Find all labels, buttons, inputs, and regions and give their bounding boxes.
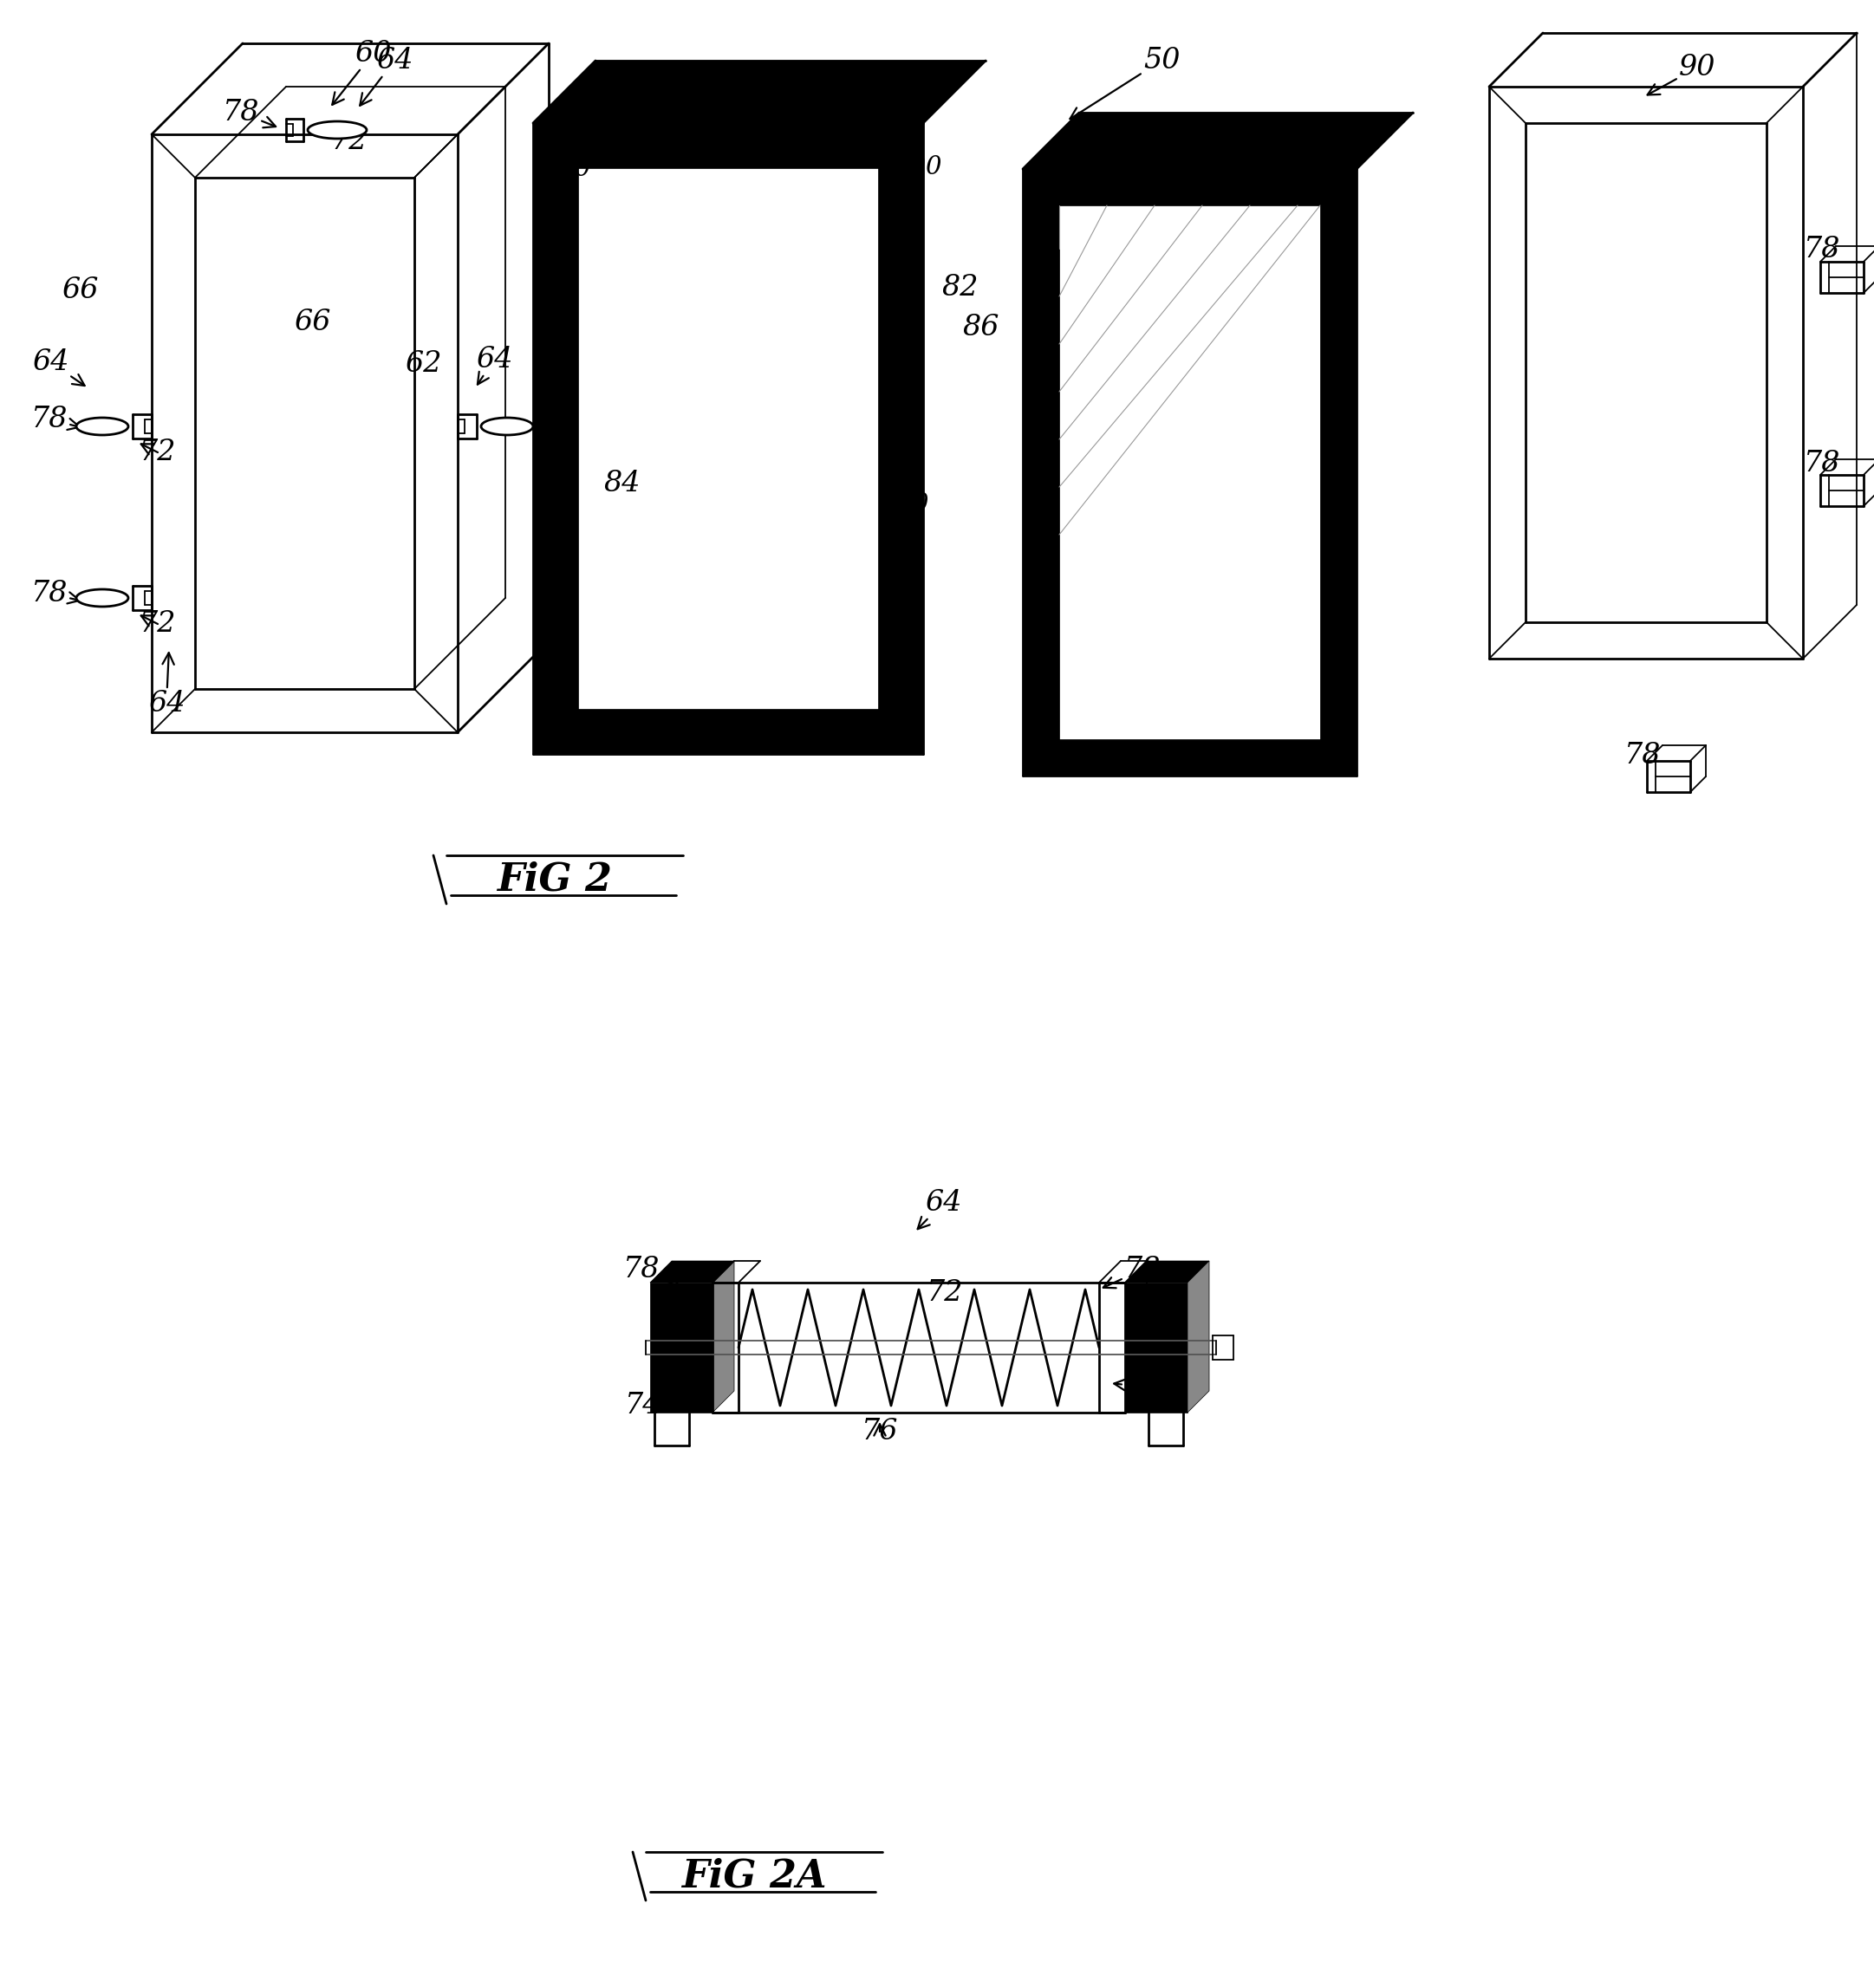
Text: 76: 76 xyxy=(862,1417,898,1445)
Text: 60: 60 xyxy=(332,40,392,105)
Text: 78: 78 xyxy=(1104,1256,1160,1288)
Text: 72: 72 xyxy=(139,439,176,467)
Text: 64: 64 xyxy=(148,652,186,718)
Text: 72: 72 xyxy=(332,127,367,155)
Text: 78: 78 xyxy=(1625,742,1660,769)
Text: 78: 78 xyxy=(32,406,81,433)
Text: 50: 50 xyxy=(1070,48,1181,119)
Text: 74: 74 xyxy=(624,1392,671,1419)
Polygon shape xyxy=(1124,1282,1188,1413)
Text: 82: 82 xyxy=(693,730,731,757)
Ellipse shape xyxy=(77,588,127,606)
Text: 66: 66 xyxy=(294,308,330,336)
Text: 72: 72 xyxy=(139,610,176,638)
Text: 74: 74 xyxy=(1113,1372,1160,1400)
Text: 66: 66 xyxy=(62,276,97,304)
Polygon shape xyxy=(650,1282,712,1413)
Ellipse shape xyxy=(307,121,367,139)
Text: 78: 78 xyxy=(223,99,275,127)
Text: 78: 78 xyxy=(1803,449,1840,477)
Text: 78: 78 xyxy=(622,1256,680,1288)
Text: 86: 86 xyxy=(963,314,999,342)
Polygon shape xyxy=(650,1260,735,1282)
Text: 78: 78 xyxy=(32,580,79,608)
Text: 100: 100 xyxy=(894,155,943,179)
Text: 62: 62 xyxy=(405,350,442,378)
Text: 90: 90 xyxy=(1647,54,1715,95)
Text: 72: 72 xyxy=(926,1278,963,1306)
Text: 100: 100 xyxy=(883,493,930,517)
Text: 70: 70 xyxy=(750,72,815,123)
Text: 82: 82 xyxy=(943,274,978,302)
Polygon shape xyxy=(532,710,924,753)
Ellipse shape xyxy=(77,417,127,435)
Polygon shape xyxy=(1023,113,1413,169)
Text: 64: 64 xyxy=(918,1189,961,1229)
Text: 100: 100 xyxy=(543,714,592,738)
Text: 64: 64 xyxy=(476,346,512,384)
Text: 84: 84 xyxy=(603,469,641,497)
Text: 86: 86 xyxy=(1108,742,1143,769)
Polygon shape xyxy=(1023,740,1357,775)
Text: 80: 80 xyxy=(1136,147,1211,185)
Text: 68: 68 xyxy=(1132,1304,1182,1332)
Text: 100: 100 xyxy=(543,157,592,181)
Polygon shape xyxy=(1023,169,1059,775)
Text: FiG 2A: FiG 2A xyxy=(682,1857,826,1895)
Polygon shape xyxy=(532,123,579,753)
Polygon shape xyxy=(712,1260,735,1413)
Text: 64: 64 xyxy=(360,48,412,105)
Polygon shape xyxy=(1124,1260,1209,1282)
Polygon shape xyxy=(879,123,924,753)
Polygon shape xyxy=(1319,169,1357,775)
Ellipse shape xyxy=(482,417,532,435)
Polygon shape xyxy=(532,62,986,123)
Polygon shape xyxy=(532,123,924,169)
Text: 78: 78 xyxy=(1803,237,1840,264)
Polygon shape xyxy=(1188,1260,1209,1413)
Text: 64: 64 xyxy=(32,348,84,386)
Text: FiG 2: FiG 2 xyxy=(497,861,613,899)
Polygon shape xyxy=(1023,169,1357,205)
